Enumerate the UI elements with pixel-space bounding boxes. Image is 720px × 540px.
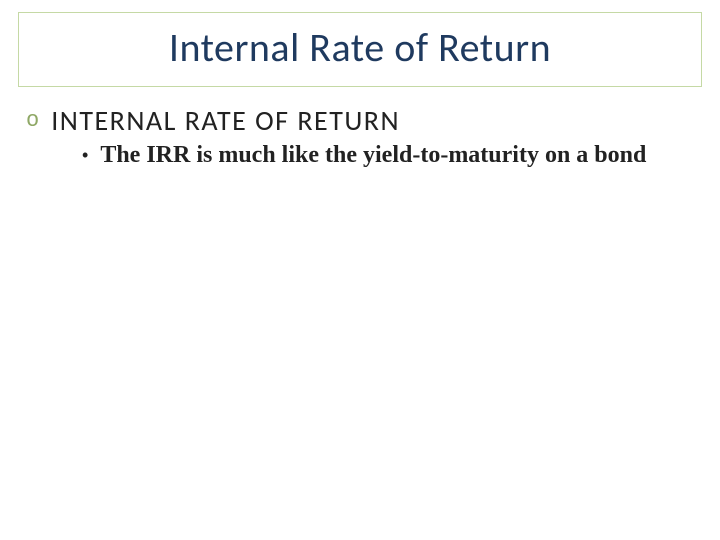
dot-bullet-icon: • (82, 141, 88, 169)
bullet-level2: • The IRR is much like the yield-to-matu… (82, 141, 694, 169)
slide-title: Internal Rate of Return (27, 23, 693, 72)
slide-body: o INTERNAL RATE OF RETURN • The IRR is m… (18, 105, 702, 169)
bullet-level2-text: The IRR is much like the yield-to-maturi… (100, 141, 646, 169)
bullet-level1-text: INTERNAL RATE OF RETURN (51, 105, 400, 137)
bullet-level1: o INTERNAL RATE OF RETURN (26, 105, 694, 137)
circle-bullet-icon: o (26, 105, 39, 137)
title-box: Internal Rate of Return (18, 12, 702, 87)
slide: Internal Rate of Return o INTERNAL RATE … (0, 0, 720, 540)
